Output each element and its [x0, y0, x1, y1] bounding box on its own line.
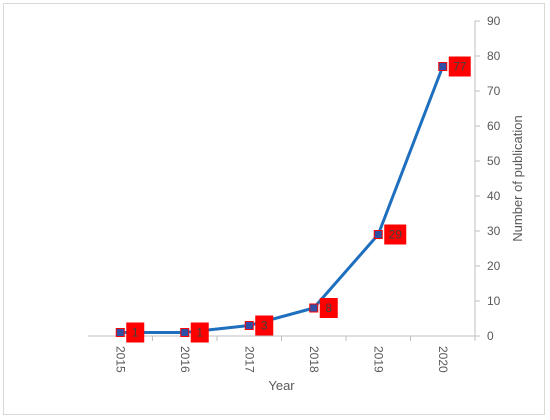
x-tick-label: 2016 — [178, 346, 192, 373]
series-group — [115, 62, 448, 337]
series-line — [120, 65, 445, 334]
data-labels-group: 1 1 3 8 29 77 — [126, 56, 471, 343]
data-point — [438, 62, 448, 71]
data-point — [115, 328, 125, 337]
data-label-box — [448, 56, 471, 77]
data-label-box — [255, 315, 274, 336]
y-axis: 0 10 20 30 40 50 60 70 80 90 — [474, 14, 501, 343]
data-label-box — [319, 298, 338, 318]
y-tick-label: 40 — [487, 189, 501, 203]
x-axis-title: Year — [268, 378, 295, 393]
y-tick-label: 0 — [487, 329, 494, 343]
data-label-box — [126, 322, 145, 343]
x-axis: 2015 2016 2017 2018 2019 2020 — [88, 335, 476, 373]
y-tick-label: 70 — [487, 84, 501, 98]
data-label: 1 — [196, 326, 203, 340]
data-label: 29 — [389, 228, 403, 242]
x-tick-label: 2018 — [307, 346, 321, 373]
y-tick-label: 50 — [487, 154, 501, 168]
data-label: 8 — [325, 301, 332, 315]
x-tick-label: 2017 — [242, 346, 256, 373]
data-label: 77 — [453, 60, 467, 74]
y-axis-title: Number of publication — [510, 115, 525, 241]
x-tick-label: 2020 — [436, 346, 450, 373]
data-label-box — [190, 322, 209, 343]
data-point — [373, 230, 383, 239]
data-point — [244, 321, 254, 330]
y-tick-label: 90 — [487, 14, 501, 28]
data-label: 1 — [132, 326, 139, 340]
y-tick-label: 10 — [487, 294, 501, 308]
y-tick-label: 80 — [487, 49, 501, 63]
y-tick-label: 20 — [487, 259, 501, 273]
y-tick-label: 60 — [487, 119, 501, 133]
data-point — [180, 328, 190, 337]
data-label-box — [384, 224, 407, 245]
y-tick-label: 30 — [487, 224, 501, 238]
data-label: 3 — [261, 319, 268, 333]
x-tick-label: 2019 — [371, 346, 385, 373]
x-tick-label: 2015 — [113, 346, 127, 373]
data-point — [309, 303, 319, 313]
